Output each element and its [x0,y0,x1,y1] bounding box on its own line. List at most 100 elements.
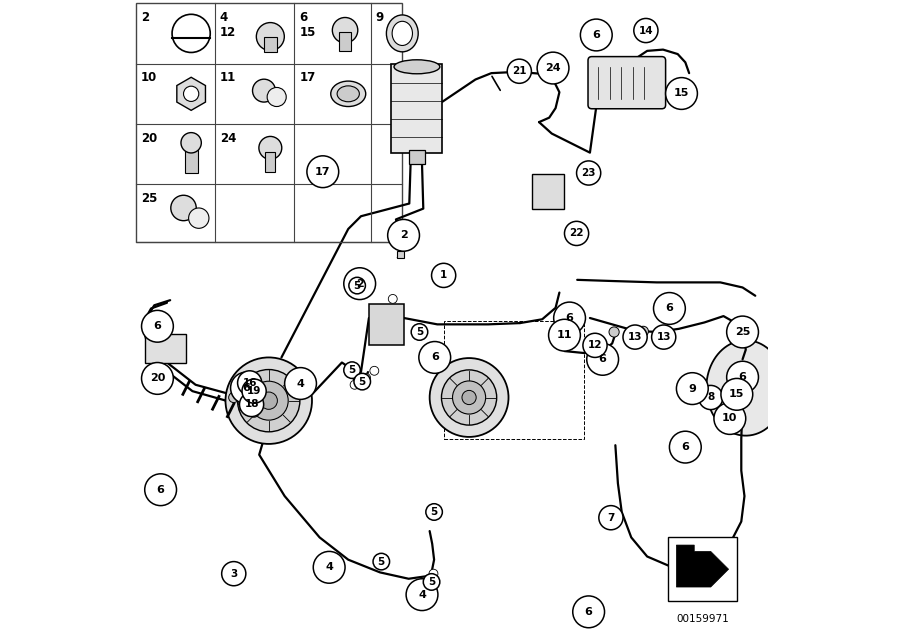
Circle shape [442,370,497,425]
Text: 6: 6 [157,485,165,495]
Text: 5: 5 [354,280,361,291]
Text: 5: 5 [430,507,437,517]
Text: 9: 9 [688,384,697,394]
Circle shape [388,294,397,303]
Circle shape [350,282,359,291]
Circle shape [429,358,508,437]
Text: 24: 24 [545,63,561,73]
Circle shape [145,474,176,506]
Text: 4: 4 [325,562,333,572]
Circle shape [537,52,569,84]
Text: 6
15: 6 15 [300,11,316,39]
Text: 2: 2 [141,11,149,24]
Text: 11: 11 [220,71,236,84]
Text: 11: 11 [557,330,572,340]
Circle shape [184,86,199,101]
Bar [668,537,737,601]
Text: 16: 16 [242,378,256,388]
Circle shape [670,431,701,463]
Circle shape [587,343,618,375]
Text: 6: 6 [242,383,250,393]
Text: 20: 20 [141,132,158,144]
Circle shape [307,156,338,188]
Text: 4: 4 [418,590,426,600]
Ellipse shape [394,60,440,74]
Circle shape [259,136,282,159]
Circle shape [666,78,698,109]
Bar [532,174,563,209]
Ellipse shape [386,15,418,52]
Text: 5: 5 [358,377,366,387]
Circle shape [344,268,375,300]
Circle shape [453,381,486,414]
Circle shape [508,59,531,83]
Circle shape [349,277,365,294]
Text: 6: 6 [681,442,689,452]
Circle shape [598,506,623,530]
Circle shape [249,381,288,420]
Circle shape [572,596,605,628]
Text: 13: 13 [628,332,643,342]
Text: 6: 6 [154,321,161,331]
Circle shape [373,553,390,570]
Circle shape [313,551,345,583]
Circle shape [406,579,438,611]
Circle shape [698,385,723,410]
Circle shape [721,378,752,410]
Text: 6: 6 [431,352,438,363]
Polygon shape [176,77,205,111]
Circle shape [141,310,174,342]
Text: 10: 10 [722,413,737,424]
Circle shape [415,326,425,336]
Circle shape [554,302,586,334]
Circle shape [580,19,612,51]
Circle shape [242,379,266,403]
Circle shape [427,506,436,516]
Bar [349,286,356,293]
Circle shape [634,18,658,43]
Text: 17: 17 [300,71,316,84]
Circle shape [388,219,419,251]
Circle shape [221,562,246,586]
Circle shape [549,319,580,351]
Circle shape [653,293,685,324]
Text: 2: 2 [400,230,408,240]
Bar [338,32,351,51]
Text: 1: 1 [440,270,447,280]
Text: 3: 3 [230,569,238,579]
Text: 12: 12 [588,340,602,350]
Circle shape [181,132,202,153]
Circle shape [249,407,259,417]
Text: 15: 15 [674,88,689,99]
Circle shape [429,569,438,578]
Circle shape [189,208,209,228]
Text: 7: 7 [608,513,615,523]
Text: 5: 5 [428,577,436,587]
Circle shape [284,368,317,399]
Circle shape [411,324,428,340]
Circle shape [362,373,371,382]
Circle shape [226,357,312,444]
Text: 4: 4 [297,378,304,389]
Circle shape [583,333,608,357]
Circle shape [229,392,238,403]
Bar [392,64,443,153]
Circle shape [267,88,286,106]
Text: 2: 2 [356,279,364,289]
Circle shape [462,391,476,404]
Circle shape [253,79,275,102]
Circle shape [427,509,436,518]
Text: 6: 6 [592,30,600,40]
Bar [410,150,425,164]
Text: 9: 9 [375,11,383,24]
Text: 13: 13 [656,332,670,342]
Circle shape [432,263,455,287]
Circle shape [238,370,300,432]
Ellipse shape [392,21,412,45]
Text: 20: 20 [149,373,165,384]
Circle shape [726,316,759,348]
Circle shape [238,371,262,395]
Text: 6: 6 [739,372,746,382]
Circle shape [350,380,359,389]
Circle shape [141,363,174,394]
